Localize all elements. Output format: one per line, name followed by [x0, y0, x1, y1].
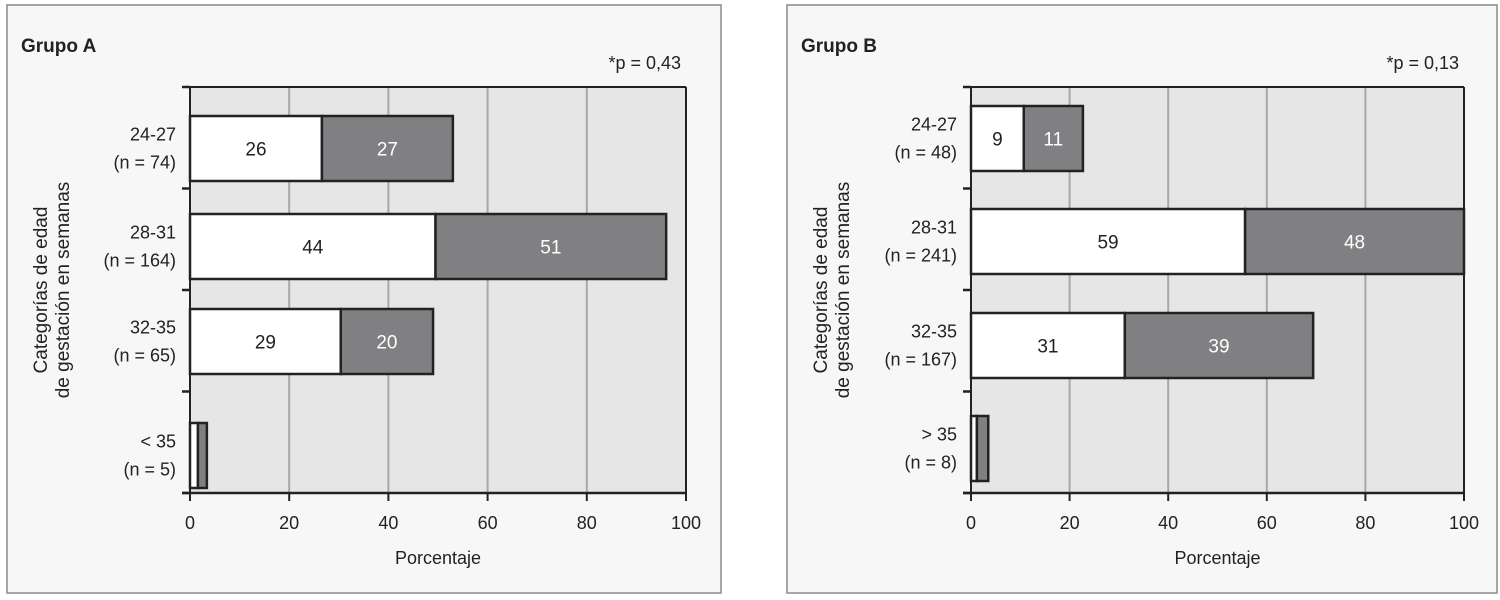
bar-value-label: 11 — [1043, 130, 1063, 151]
bar-segment-gray — [1243, 207, 1466, 276]
y-axis-label: de gestación en semanas — [833, 182, 854, 399]
category-label: 32-35 — [130, 318, 176, 338]
y-axis-label: Categorías de edad — [31, 207, 52, 374]
category-label: 32-35 — [911, 322, 957, 342]
x-tick-label: 40 — [1158, 513, 1178, 533]
x-tick-label: 20 — [279, 513, 299, 533]
chart-title: Grupo B — [801, 36, 877, 57]
bar-segment-white — [969, 207, 1247, 276]
category-n-label: (n = 8) — [904, 453, 957, 473]
bar-segment-white — [188, 212, 437, 281]
bar-segment-white — [969, 311, 1127, 380]
bar-segment-gray — [1022, 104, 1085, 173]
chart-title: Grupo A — [21, 36, 97, 57]
category-n-label: (n = 164) — [103, 251, 176, 271]
category-label: 24-27 — [130, 125, 176, 145]
bar-segment-gray — [339, 307, 435, 376]
bar-value-label: 51 — [540, 238, 561, 259]
bar-segment-gray — [1123, 311, 1315, 380]
category-label: < 35 — [140, 432, 176, 452]
x-tick-label: 80 — [577, 513, 597, 533]
bar-value-label: 27 — [377, 140, 398, 161]
bar-value-label: 31 — [1037, 337, 1058, 358]
bar-value-label: 59 — [1097, 233, 1118, 254]
bar-segment-white — [188, 114, 324, 183]
bar-value-label: 20 — [376, 333, 397, 354]
y-axis-label: de gestación en semanas — [53, 182, 74, 399]
x-tick-label: 80 — [1355, 513, 1375, 533]
bar-segment-gray — [196, 421, 209, 490]
x-tick-label: 40 — [378, 513, 398, 533]
category-label: > 35 — [921, 425, 957, 445]
category-label: 24-27 — [911, 115, 957, 135]
x-axis-label: Porcentaje — [1174, 548, 1260, 568]
p-value-annotation: *p = 0,13 — [1386, 53, 1459, 73]
x-tick-label: 20 — [1060, 513, 1080, 533]
bar-segment-white — [969, 104, 1026, 173]
bar-value-label: 39 — [1208, 337, 1229, 358]
category-label: 28-31 — [130, 223, 176, 243]
category-n-label: (n = 5) — [123, 460, 176, 480]
bar-value-label: 26 — [245, 140, 266, 161]
category-n-label: (n = 167) — [884, 350, 957, 370]
bar-value-label: 29 — [255, 333, 276, 354]
category-n-label: (n = 48) — [894, 143, 957, 163]
bar-segment-gray — [320, 114, 455, 183]
x-tick-label: 0 — [185, 513, 195, 533]
bar-segment-gray — [434, 212, 668, 281]
chart-panel-b: Grupo B *p = 0,13 0 20 40 60 80 100 24-27 (n = 48… — [786, 4, 1498, 594]
x-tick-label: 60 — [478, 513, 498, 533]
bar-value-label: 44 — [302, 238, 324, 259]
category-n-label: (n = 65) — [113, 346, 176, 366]
chart-panel-a: Grupo A *p = 0,43 0 20 40 60 80 100 24-27 (n = 74… — [6, 4, 722, 594]
category-n-label: (n = 241) — [884, 246, 957, 266]
x-tick-label: 100 — [671, 513, 701, 533]
bar-segment-gray — [975, 414, 990, 483]
x-axis-label: Porcentaje — [395, 548, 481, 568]
x-tick-label: 60 — [1257, 513, 1277, 533]
category-n-label: (n = 74) — [113, 153, 176, 173]
category-label: 28-31 — [911, 218, 957, 238]
p-value-annotation: *p = 0,43 — [608, 53, 681, 73]
bar-value-label: 48 — [1344, 233, 1365, 254]
x-tick-label: 0 — [966, 513, 976, 533]
y-axis-label: Categorías de edad — [811, 207, 832, 374]
bar-segment-white — [188, 307, 343, 376]
x-tick-label: 100 — [1449, 513, 1479, 533]
bar-value-label: 9 — [992, 130, 1003, 151]
